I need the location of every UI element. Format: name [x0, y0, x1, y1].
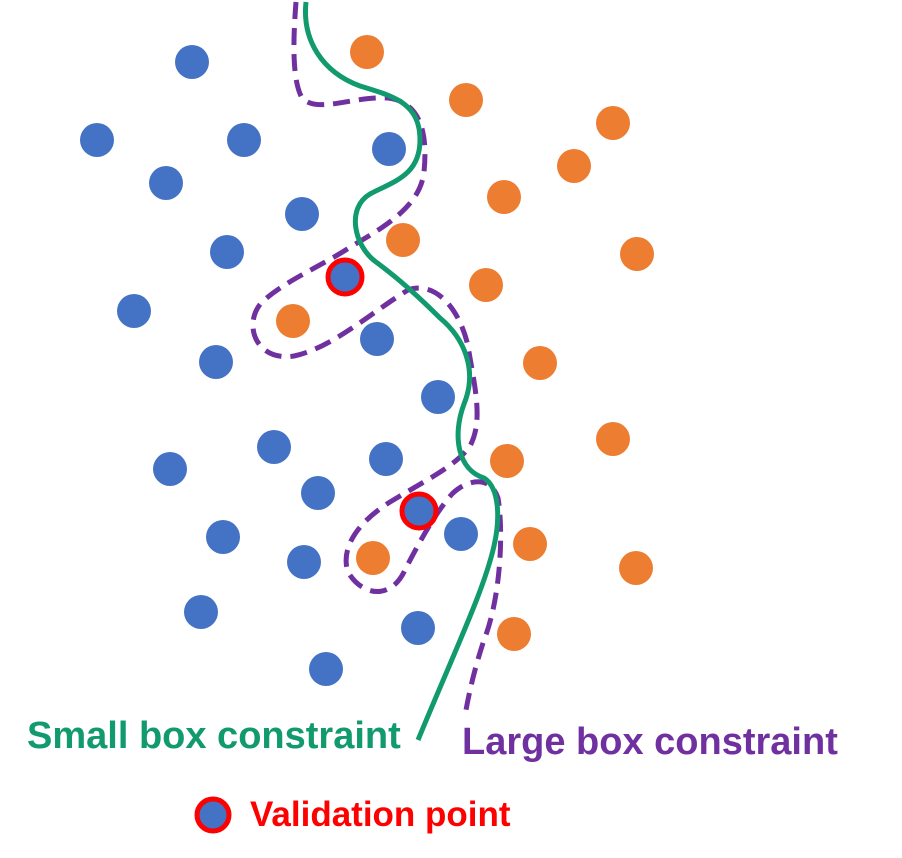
validation-point	[325, 257, 365, 297]
blue-class-point	[421, 380, 455, 414]
blue-class-point	[309, 652, 343, 686]
blue-class-point	[80, 123, 114, 157]
blue-class-point	[227, 123, 261, 157]
blue-class-point	[184, 595, 218, 629]
orange-class-point	[487, 180, 521, 214]
legend-validation-marker	[194, 796, 232, 834]
blue-class-point	[153, 452, 187, 486]
blue-class-point	[372, 132, 406, 166]
orange-class-point	[386, 223, 420, 257]
blue-class-point	[257, 430, 291, 464]
validation-point-label: Validation point	[250, 795, 511, 834]
orange-class-point	[469, 268, 503, 302]
validation-point	[399, 491, 439, 531]
blue-class-point	[117, 294, 151, 328]
orange-class-point	[497, 617, 531, 651]
blue-class-point	[401, 611, 435, 645]
large-box-boundary	[250, 1, 504, 711]
blue-class-point	[444, 517, 478, 551]
orange-class-point	[619, 551, 653, 585]
blue-class-point	[287, 545, 321, 579]
small-box-boundary	[303, 1, 501, 741]
blue-class-point	[285, 197, 319, 231]
orange-class-point	[350, 35, 384, 69]
orange-class-point	[596, 422, 630, 456]
small-box-label: Small box constraint	[27, 715, 401, 757]
large-box-label: Large box constraint	[462, 721, 838, 763]
orange-class-point	[449, 83, 483, 117]
orange-class-point	[523, 346, 557, 380]
orange-class-point	[620, 237, 654, 271]
blue-class-point	[199, 345, 233, 379]
blue-class-point	[369, 442, 403, 476]
blue-class-point	[206, 520, 240, 554]
orange-class-point	[276, 304, 310, 338]
orange-class-point	[557, 149, 591, 183]
orange-class-point	[356, 541, 390, 575]
blue-class-point	[210, 235, 244, 269]
blue-class-point	[175, 45, 209, 79]
orange-class-point	[490, 444, 524, 478]
blue-class-point	[301, 476, 335, 510]
orange-class-point	[596, 106, 630, 140]
blue-class-point	[149, 166, 183, 200]
blue-class-point	[360, 322, 394, 356]
orange-class-point	[513, 527, 547, 561]
